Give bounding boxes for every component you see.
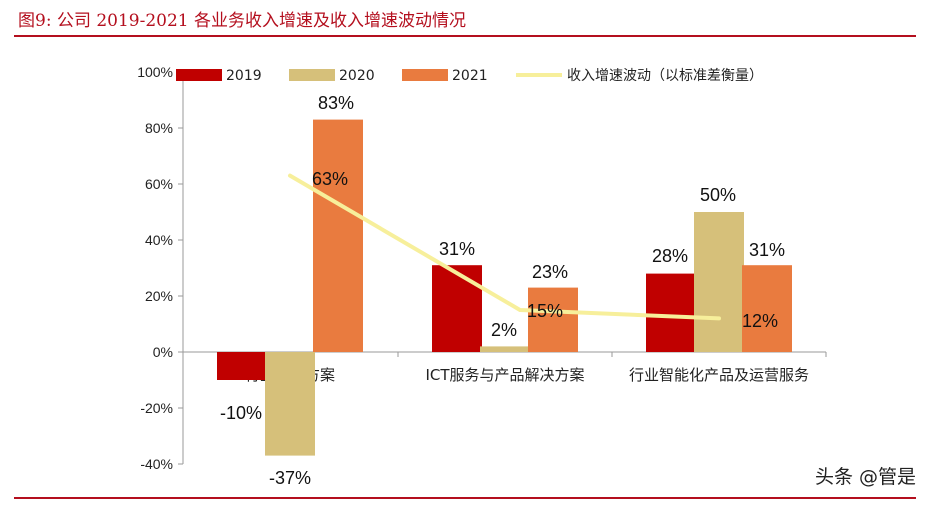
data-label: 83% xyxy=(318,93,354,113)
bar xyxy=(432,265,482,352)
y-tick-label: 60% xyxy=(145,176,173,192)
data-label: 50% xyxy=(700,185,736,205)
line-data-label: 12% xyxy=(742,311,778,331)
line-data-label: 63% xyxy=(312,169,348,189)
category-label: 行业智能化产品及运营服务 xyxy=(629,366,809,384)
y-tick-label: 0% xyxy=(153,344,173,360)
legend-swatch xyxy=(402,69,448,81)
legend-label: 2019 xyxy=(226,68,262,84)
bar xyxy=(313,119,363,352)
bar xyxy=(528,287,578,352)
line-data-label: 15% xyxy=(527,301,563,321)
data-label: 31% xyxy=(439,239,475,259)
legend-label: 2021 xyxy=(452,68,488,84)
bar xyxy=(646,273,696,352)
bar xyxy=(742,265,792,352)
legend-label: 收入增速波动（以标准差衡量） xyxy=(567,68,763,84)
watermark: 头条 @管是 xyxy=(814,466,916,488)
bar xyxy=(694,212,744,352)
label-layer: -10% 31% 28% -37% 2% 50% 83% 23% 31% 63% 15% 12% xyxy=(220,93,785,488)
data-label: 28% xyxy=(652,246,688,266)
bar xyxy=(217,352,267,380)
data-label: -37% xyxy=(269,468,311,488)
data-label: 2% xyxy=(491,320,517,340)
top-rule xyxy=(14,35,916,37)
legend-swatch xyxy=(176,69,222,81)
bar-layer xyxy=(217,119,792,456)
bar xyxy=(265,352,315,456)
y-tick-label: 20% xyxy=(145,288,173,304)
category-label: ICT服务与产品解决方案 xyxy=(425,366,584,384)
y-tick-label: 80% xyxy=(145,120,173,136)
y-tick-label: -40% xyxy=(140,456,173,472)
figure-title: 图9: 公司 2019-2021 各业务收入增速及收入增速波动情况 xyxy=(18,11,467,31)
y-tick-label: -20% xyxy=(140,400,173,416)
volatility-line xyxy=(288,173,721,321)
bar xyxy=(480,346,530,352)
y-tick-label: 40% xyxy=(145,232,173,248)
bottom-rule xyxy=(14,497,916,499)
data-label: -10% xyxy=(220,403,262,423)
data-label: 31% xyxy=(749,240,785,260)
legend-label: 2020 xyxy=(339,68,375,84)
legend-swatch xyxy=(289,69,335,81)
data-label: 23% xyxy=(532,262,568,282)
line-layer xyxy=(288,173,721,321)
legend-layer: 2019 2020 2021 收入增速波动（以标准差衡量） xyxy=(176,68,763,84)
y-tick-label: 100% xyxy=(137,64,173,80)
